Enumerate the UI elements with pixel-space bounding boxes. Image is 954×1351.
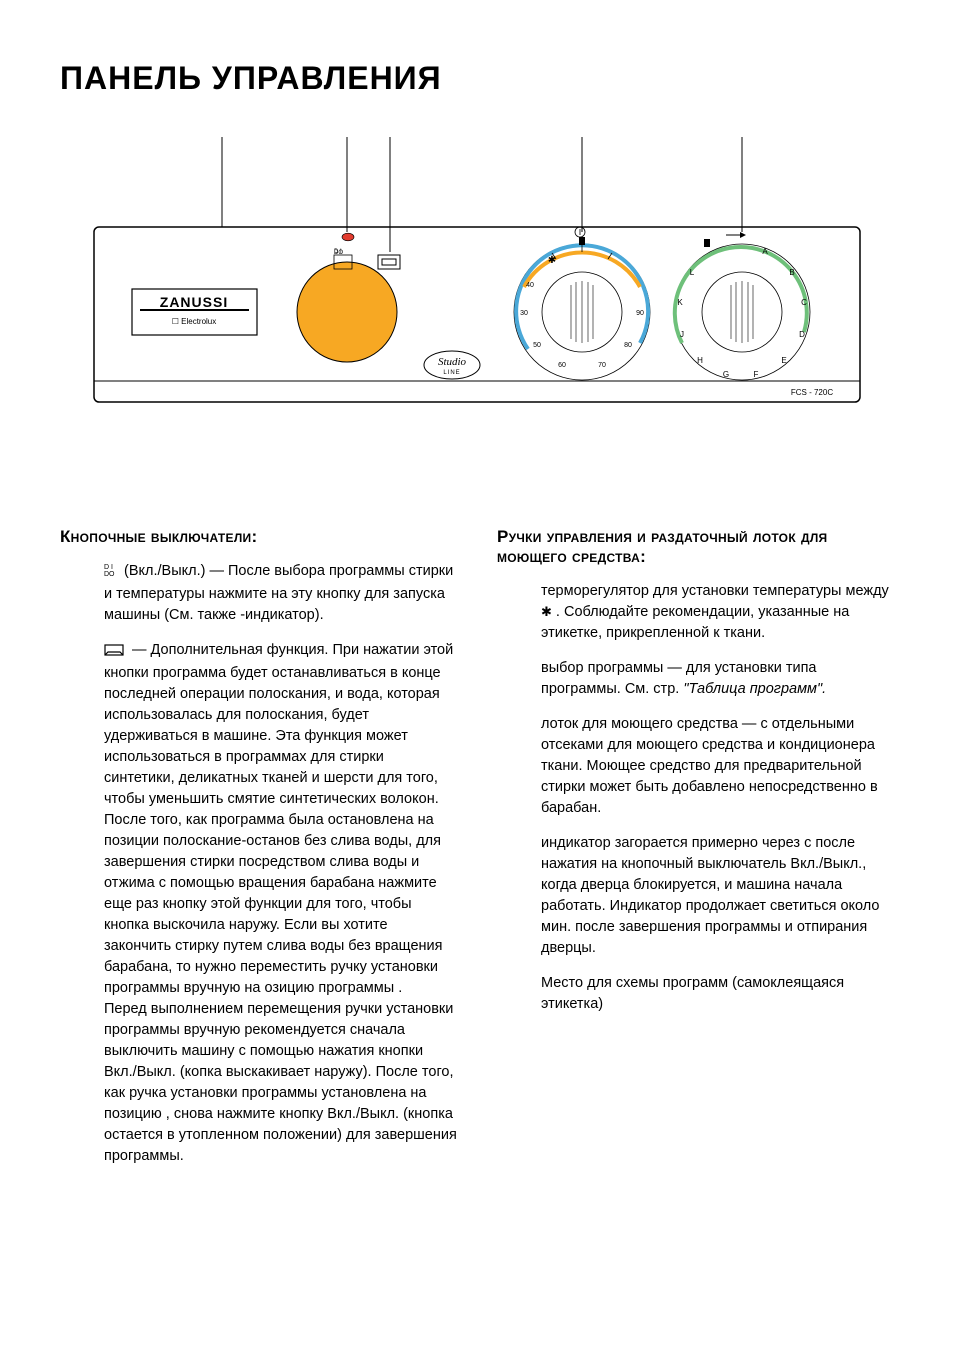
svg-text:70: 70	[598, 362, 606, 369]
svg-text:C: C	[801, 298, 807, 307]
onoff-icon: D IDO	[104, 563, 120, 584]
svg-text:L: L	[690, 268, 695, 277]
svg-text:D I: D I	[104, 564, 113, 571]
svg-text:60: 60	[558, 362, 566, 369]
left-heading: Кнопочные выключатели:	[60, 527, 457, 547]
right-p1b-text: . Соблюдайте рекомендации, указанные на …	[541, 604, 849, 641]
svg-text:Studio: Studio	[438, 356, 467, 368]
rinse-hold-button[interactable]	[378, 255, 400, 269]
detergent-dispenser-knob	[297, 262, 397, 362]
brand-text: ZANUSSI	[160, 294, 228, 310]
svg-text:DO: DO	[334, 250, 343, 256]
svg-text:80: 80	[624, 342, 632, 349]
left-column: Кнопочные выключатели: D IDO(Вкл./Выкл.)…	[60, 527, 457, 1181]
led-indicator	[342, 233, 354, 241]
arrow-right-icon	[726, 232, 746, 238]
svg-text:✱: ✱	[548, 255, 556, 266]
control-panel-diagram: ZANUSSI ☐ Electrolux D I DO Studio LINE	[60, 137, 894, 447]
studio-badge: Studio LINE	[424, 351, 480, 379]
callout-lines	[222, 137, 742, 252]
text-columns: Кнопочные выключатели: D IDO(Вкл./Выкл.)…	[60, 527, 894, 1181]
svg-text:D: D	[799, 330, 805, 339]
svg-text:B: B	[789, 268, 794, 277]
model-label: FCS - 720C	[791, 388, 833, 397]
svg-text:50: 50	[533, 342, 541, 349]
svg-text:F: F	[754, 370, 759, 379]
right-p2: выбор программы — для установки типа про…	[541, 658, 894, 700]
right-p2b-text: "Таблица программ".	[683, 681, 826, 697]
right-p5: Место для схемы программ (самоклеящаяся …	[541, 973, 894, 1015]
svg-text:J: J	[680, 330, 684, 339]
svg-text:E: E	[781, 356, 786, 365]
right-p1: терморегулятор для установки температуры…	[541, 581, 894, 644]
right-column: Ручки управления и раздаточный лоток для…	[497, 527, 894, 1181]
svg-text:30: 30	[520, 310, 528, 317]
pilot-icon	[575, 227, 585, 237]
subbrand-text: ☐ Electrolux	[172, 317, 217, 326]
left-p2a: — Дополнительная функция. При нажатии эт…	[104, 640, 457, 810]
temperature-dial[interactable]: ✱ 40 30 50 60 70 80 90	[514, 227, 650, 380]
panel-svg: ZANUSSI ☐ Electrolux D I DO Studio LINE	[92, 137, 862, 447]
right-heading: Ручки управления и раздаточный лоток для…	[497, 527, 894, 567]
right-p3: лоток для моющего средства — с отдельным…	[541, 714, 894, 819]
left-p2a-text: — Дополнительная функция. При нажатии эт…	[104, 642, 453, 807]
snowflake-icon	[541, 604, 552, 620]
svg-text:90: 90	[636, 310, 644, 317]
svg-text:A: A	[762, 247, 768, 256]
right-p1a-text: терморегулятор для установки температуры…	[541, 583, 889, 599]
svg-text:DO: DO	[104, 571, 115, 577]
brand-plaque: ZANUSSI ☐ Electrolux	[132, 289, 257, 335]
svg-text:H: H	[697, 356, 703, 365]
right-p4: индикатор загорается примерно через с по…	[541, 833, 894, 959]
left-p1-text: (Вкл./Выкл.) — После выбора программы ст…	[104, 563, 453, 623]
svg-text:K: K	[677, 298, 683, 307]
left-p1: D IDO(Вкл./Выкл.) — После выбора програм…	[104, 561, 457, 626]
tub-icon	[104, 642, 124, 663]
left-p2c: Перед выполнением перемещения ручки уста…	[104, 999, 457, 1167]
svg-text:40: 40	[526, 282, 534, 289]
left-p2b: После того, как программа была остановле…	[104, 810, 457, 999]
page-title: ПАНЕЛЬ УПРАВЛЕНИЯ	[60, 60, 894, 97]
svg-text:LINE: LINE	[443, 370, 460, 376]
svg-text:G: G	[723, 370, 729, 379]
programme-dial[interactable]: A B C D E F G H J K L	[674, 232, 810, 380]
